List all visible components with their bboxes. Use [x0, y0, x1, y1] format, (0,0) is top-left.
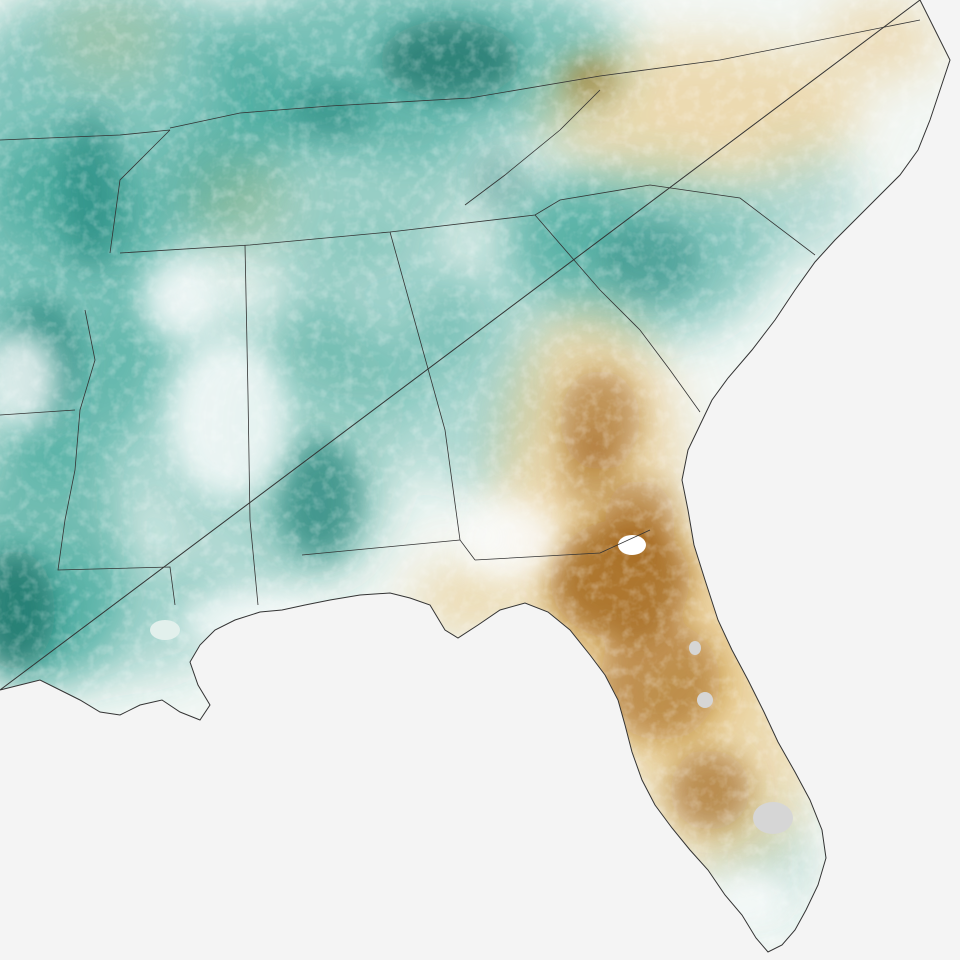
state-borders — [0, 19, 921, 606]
state-border — [0, 409, 76, 416]
state-border — [534, 214, 701, 413]
state-border — [244, 244, 259, 606]
state-border — [109, 129, 171, 254]
no-data-patch — [689, 641, 701, 655]
state-border — [301, 539, 461, 556]
state-border — [474, 529, 651, 561]
state-border — [119, 184, 816, 256]
no-data-patch — [753, 802, 793, 834]
no-data-patch — [618, 535, 646, 555]
state-border — [389, 231, 476, 561]
state-border — [0, 129, 171, 141]
state-border — [169, 19, 921, 129]
no-data-patch — [697, 692, 713, 708]
state-border — [57, 309, 176, 606]
no-data-patches — [150, 535, 793, 834]
state-border — [464, 89, 601, 206]
no-data-patch — [150, 620, 180, 640]
